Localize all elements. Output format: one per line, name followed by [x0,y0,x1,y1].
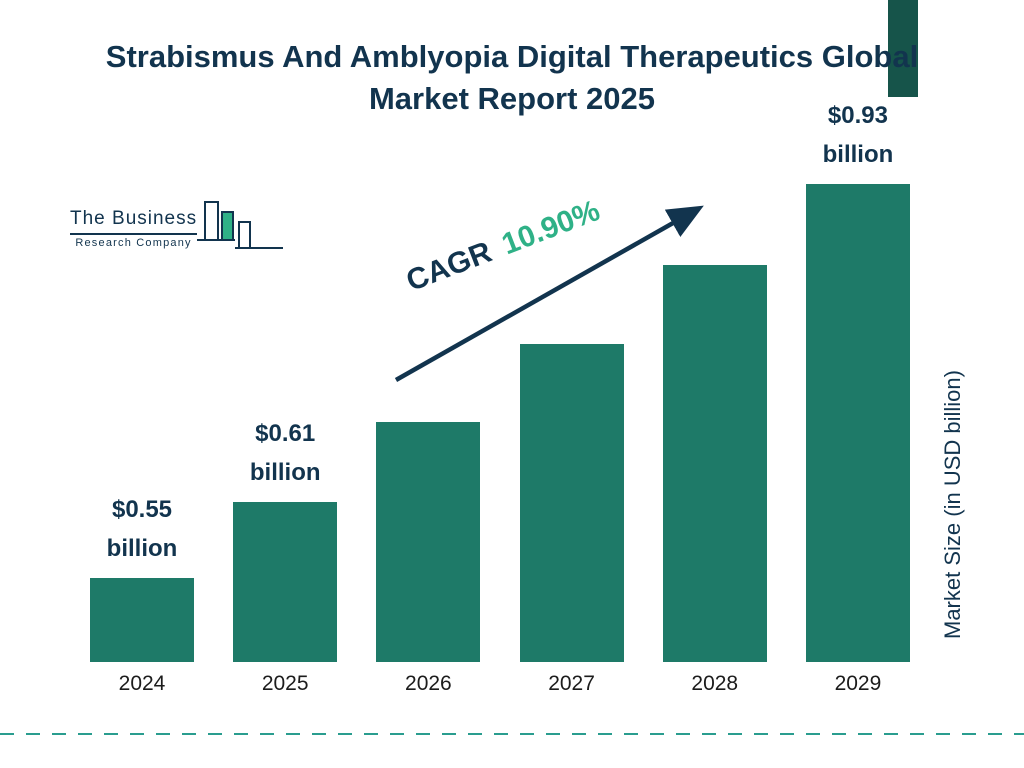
bar-value-unit: billion [822,140,894,168]
corner-accent [888,0,918,97]
logo-text: The Business Research Company [70,196,198,249]
bar-2029 [805,184,910,662]
bar-value-label: $0.61 billion [250,415,321,492]
bar-column-2024: $0.55 billion 2024 [90,491,194,696]
x-tick-2029: 2029 [834,672,882,695]
bar-value-unit: billion [106,534,178,562]
bar-column-2029: $0.93 billion 2029 [805,97,910,696]
x-tick-2024: 2024 [118,672,166,695]
bar-column-2026: 2026 [376,422,481,696]
bar-value-unit: billion [249,458,321,486]
bar-column-2027: 2027 [519,344,624,696]
bar-value-amount: $0.61 [255,420,316,448]
x-tick-2025: 2025 [261,672,309,695]
bar-column-2028: 2028 [662,265,767,696]
bar-2027 [519,344,624,662]
x-tick-2026: 2026 [405,672,452,695]
x-tick-2027: 2027 [548,672,595,695]
bar-value-amount: $0.55 [111,496,173,524]
bar-2024 [90,578,194,662]
page-title: Strabismus And Amblyopia Digital Therape… [105,39,919,116]
logo-subname: Research Company [75,237,192,249]
bar-2028 [662,265,767,662]
bar-value-label: $0.93 billion [823,97,894,174]
growth-arrow [394,205,704,382]
x-tick-2028: 2028 [691,672,739,695]
y-axis-label: Market Size (in USD billion) [940,370,965,640]
bar-value-label: $0.55 billion [107,491,178,568]
logo-name: The Business [70,208,198,235]
company-logo: The Business Research Company [70,196,289,263]
bar-chart: $0.55 billion 2024 $0.61 billion 2025 20… [90,100,910,696]
bar-value-amount: $0.93 [827,102,888,130]
bottom-dashed-divider [0,733,1024,735]
bar-2025 [233,502,338,662]
bar-chart-logo-icon [197,196,289,263]
bar-2026 [376,422,481,662]
bar-column-2025: $0.61 billion 2025 [233,415,338,696]
